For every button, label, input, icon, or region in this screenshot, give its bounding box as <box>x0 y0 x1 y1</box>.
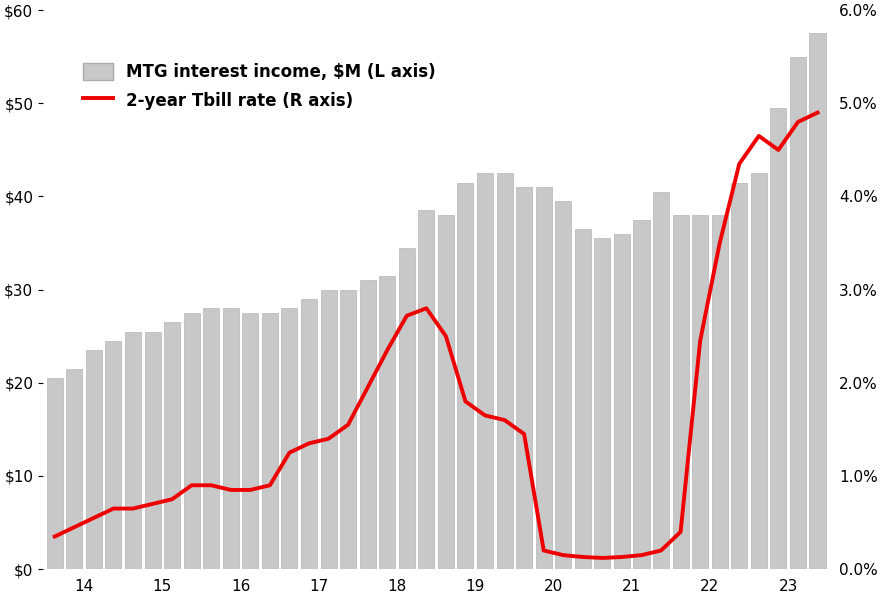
Bar <box>360 280 376 569</box>
2-year Tbill rate (R axis) <box>186 481 197 489</box>
2-year Tbill rate (R axis) <box>676 528 686 535</box>
Bar <box>281 309 297 569</box>
2-year Tbill rate (R axis) <box>147 501 158 508</box>
2-year Tbill rate (R axis) <box>753 132 764 139</box>
2-year Tbill rate (R axis) <box>480 412 490 419</box>
2-year Tbill rate (R axis) <box>382 347 392 354</box>
2-year Tbill rate (R axis) <box>655 547 666 554</box>
Bar <box>379 276 395 569</box>
Bar <box>106 341 122 569</box>
Bar <box>712 215 728 569</box>
Bar <box>301 299 317 569</box>
2-year Tbill rate (R axis) <box>441 332 452 340</box>
2-year Tbill rate (R axis) <box>538 547 549 554</box>
2-year Tbill rate (R axis) <box>774 147 784 154</box>
Bar <box>47 378 63 569</box>
Bar <box>575 229 591 569</box>
2-year Tbill rate (R axis) <box>460 398 471 405</box>
Bar <box>653 192 669 569</box>
2-year Tbill rate (R axis) <box>108 505 119 512</box>
2-year Tbill rate (R axis) <box>499 416 510 423</box>
Bar <box>243 313 258 569</box>
2-year Tbill rate (R axis) <box>284 449 295 456</box>
2-year Tbill rate (R axis) <box>49 533 60 540</box>
2-year Tbill rate (R axis) <box>363 384 373 391</box>
Bar <box>673 215 689 569</box>
2-year Tbill rate (R axis) <box>265 481 275 489</box>
Bar <box>418 210 434 569</box>
2-year Tbill rate (R axis) <box>578 553 588 560</box>
2-year Tbill rate (R axis) <box>226 486 236 493</box>
2-year Tbill rate (R axis) <box>167 496 177 503</box>
Bar <box>320 289 337 569</box>
Bar <box>770 108 787 569</box>
Bar <box>262 313 278 569</box>
Bar <box>751 173 766 569</box>
Bar <box>203 309 220 569</box>
Bar <box>731 182 747 569</box>
Bar <box>790 57 806 569</box>
Bar <box>614 234 630 569</box>
2-year Tbill rate (R axis) <box>88 514 99 521</box>
Bar <box>497 173 512 569</box>
Bar <box>399 248 415 569</box>
2-year Tbill rate (R axis) <box>206 481 216 489</box>
2-year Tbill rate (R axis) <box>128 505 138 512</box>
2-year Tbill rate (R axis) <box>695 337 706 344</box>
Bar <box>458 182 474 569</box>
2-year Tbill rate (R axis) <box>69 524 79 531</box>
2-year Tbill rate (R axis) <box>734 160 744 167</box>
Bar <box>183 313 199 569</box>
2-year Tbill rate (R axis) <box>245 486 256 493</box>
Bar <box>692 215 708 569</box>
Bar <box>477 173 493 569</box>
Bar <box>633 220 649 569</box>
Bar <box>437 215 454 569</box>
Bar <box>340 289 356 569</box>
Bar <box>86 350 102 569</box>
2-year Tbill rate (R axis) <box>519 431 529 438</box>
2-year Tbill rate (R axis) <box>597 554 608 562</box>
Bar <box>556 201 572 569</box>
2-year Tbill rate (R axis) <box>303 440 314 447</box>
Line: 2-year Tbill rate (R axis): 2-year Tbill rate (R axis) <box>55 112 818 558</box>
2-year Tbill rate (R axis) <box>558 551 569 559</box>
2-year Tbill rate (R axis) <box>812 109 823 116</box>
Legend: MTG interest income, $M (L axis), 2-year Tbill rate (R axis): MTG interest income, $M (L axis), 2-year… <box>83 63 436 109</box>
Bar <box>223 309 239 569</box>
Bar <box>535 187 552 569</box>
2-year Tbill rate (R axis) <box>343 421 354 428</box>
Bar <box>594 239 610 569</box>
2-year Tbill rate (R axis) <box>636 551 647 559</box>
Bar <box>125 331 141 569</box>
2-year Tbill rate (R axis) <box>401 312 412 319</box>
Bar <box>145 331 161 569</box>
Bar <box>164 322 180 569</box>
Bar <box>516 187 532 569</box>
2-year Tbill rate (R axis) <box>793 118 804 126</box>
Bar <box>66 369 82 569</box>
2-year Tbill rate (R axis) <box>617 553 627 560</box>
2-year Tbill rate (R axis) <box>421 305 431 312</box>
2-year Tbill rate (R axis) <box>324 435 334 443</box>
Bar <box>810 33 826 569</box>
2-year Tbill rate (R axis) <box>714 239 725 246</box>
